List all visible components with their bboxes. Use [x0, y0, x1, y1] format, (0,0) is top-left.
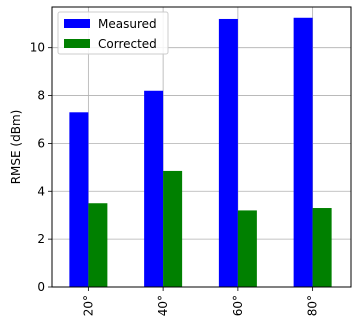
bar-corrected-0 — [88, 203, 108, 287]
bar-corrected-3 — [312, 208, 332, 287]
legend-swatch-corrected — [64, 39, 90, 48]
bar-measured-0 — [69, 112, 89, 287]
legend-swatch-measured — [64, 19, 90, 28]
x-tick-label: 20° — [81, 295, 95, 316]
y-tick-label: 0 — [37, 280, 45, 294]
plot-frame — [51, 6, 352, 288]
x-tick-label: 40° — [156, 295, 170, 316]
legend-label-measured: Measured — [98, 17, 157, 31]
bar-measured-1 — [144, 90, 164, 287]
legend: Measured Corrected — [57, 11, 169, 55]
x-tick-label: 80° — [306, 295, 320, 316]
bar-corrected-1 — [163, 170, 183, 287]
y-tick-label: 8 — [37, 89, 45, 103]
y-tick-label: 10 — [30, 41, 45, 55]
legend-label-corrected: Corrected — [98, 37, 157, 51]
y-axis-ticks: 0 2 4 6 8 10 — [30, 41, 52, 294]
x-axis-ticks: 20° 40° 60° 80° — [81, 287, 320, 316]
y-tick-label: 4 — [37, 184, 45, 198]
x-tick-label: 60° — [231, 295, 245, 316]
bars — [69, 17, 332, 288]
y-axis-label: RMSE (dBm) — [9, 110, 23, 185]
bar-measured-3 — [293, 17, 313, 288]
bar-measured-2 — [218, 18, 238, 287]
y-tick-label: 6 — [37, 136, 45, 150]
bar-corrected-2 — [237, 210, 257, 287]
y-tick-label: 2 — [37, 232, 45, 246]
